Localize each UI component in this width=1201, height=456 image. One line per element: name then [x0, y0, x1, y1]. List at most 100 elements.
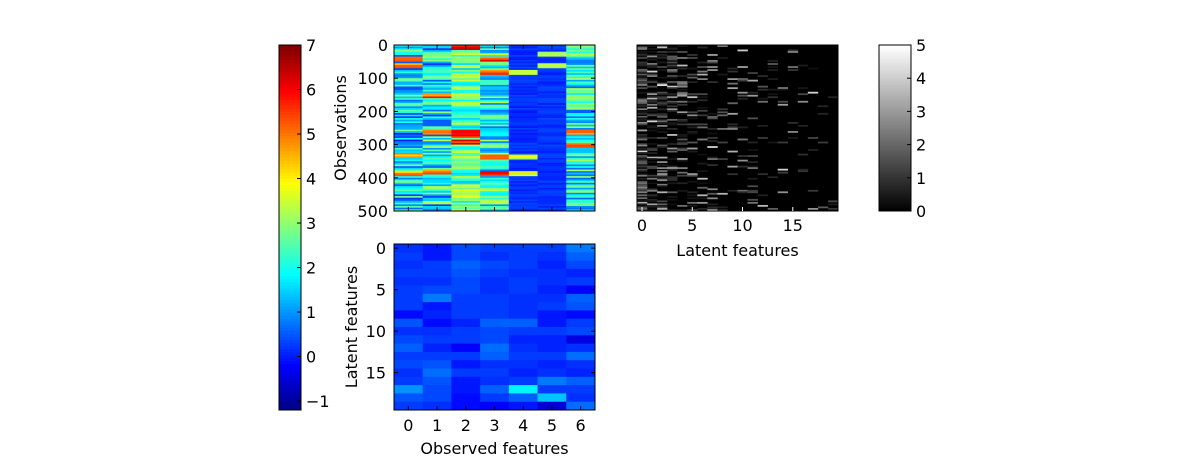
loadings-cell [394, 335, 424, 344]
latent-cell [667, 118, 678, 121]
latent-cell [657, 121, 668, 124]
latent-cell [707, 207, 718, 210]
observations-cell [480, 137, 510, 141]
loadings-cell [537, 351, 567, 361]
colorbar-segment [279, 99, 301, 104]
latent-cell [727, 123, 738, 126]
observations-cell [422, 134, 452, 137]
observations-cell [566, 76, 596, 79]
latent-cell [637, 105, 648, 108]
observations-cell [508, 56, 538, 59]
loadings-cell [422, 260, 452, 270]
latent-cell [707, 132, 718, 135]
loadings-cell [537, 385, 567, 394]
observations-cell [480, 69, 510, 72]
observations-cell [451, 119, 481, 122]
observations-y-axis-label: Observations [331, 75, 350, 181]
latent-cell [797, 100, 809, 103]
observations-cell [480, 134, 510, 137]
latent-cell [747, 79, 758, 82]
latent-cell [707, 164, 718, 167]
observations-cell [451, 201, 481, 204]
observations-cell [537, 134, 567, 137]
latent-cell [717, 209, 728, 212]
observations-cell [537, 91, 567, 94]
loadings-cell [422, 268, 452, 278]
colorbar-segment [879, 92, 911, 94]
observations-cell [566, 106, 596, 109]
latent-cell [687, 114, 698, 117]
observations-cell [537, 49, 567, 53]
latent-cell [647, 149, 658, 151]
observations-cell [451, 96, 481, 99]
observations-cell [537, 116, 567, 119]
loadings-cell [566, 293, 596, 303]
y-tick-label: 10 [366, 322, 386, 341]
observations-cell [537, 64, 567, 67]
colorbar-segment [279, 321, 301, 326]
latent-cell [637, 61, 648, 64]
observations-cell [480, 156, 510, 159]
latent-cell [667, 209, 678, 212]
observations-cell [451, 162, 481, 165]
colorbar-segment [279, 118, 301, 122]
colorbar-segment [279, 72, 301, 76]
latent-cell [737, 126, 748, 129]
loadings-cell [566, 360, 596, 369]
latent-cell [647, 143, 658, 145]
loadings-cell [566, 318, 596, 328]
loadings-cell [566, 327, 596, 336]
loadings-cell [451, 335, 481, 344]
observations-cell [537, 179, 567, 182]
latent-cell [637, 64, 648, 67]
latent-cell [637, 99, 648, 102]
observations-cell [394, 121, 424, 124]
observations-cell [508, 139, 538, 142]
latent-cell [647, 73, 658, 76]
observations-cell [537, 172, 567, 175]
x-tick-label: 1 [432, 416, 442, 435]
observations-cell [394, 147, 424, 150]
observations-cell [566, 201, 596, 204]
observations-cell [422, 81, 452, 84]
latent-cell [717, 73, 728, 76]
latent-cell [657, 203, 668, 206]
observations-cell [394, 88, 424, 91]
colorbar-segment [879, 197, 911, 200]
latent-cell [667, 109, 678, 112]
latent-cell [637, 103, 648, 106]
observations-cell [537, 166, 567, 169]
colorbar-segment [279, 157, 301, 162]
observations-cell [537, 101, 567, 104]
latent-cell [697, 66, 708, 68]
latent-cell [647, 45, 658, 47]
observations-cell [508, 136, 538, 139]
observations-cell [508, 129, 538, 132]
latent-cell [637, 54, 648, 56]
observations-cell [566, 132, 596, 136]
latent-cell [687, 174, 698, 177]
latent-cell [687, 147, 698, 150]
observations-cell [451, 159, 481, 162]
observations-cell [480, 61, 510, 64]
observations-cell [566, 83, 596, 86]
colorbar-segment [879, 78, 911, 81]
observations-cell [537, 164, 567, 167]
latent-cell [637, 198, 648, 201]
observations-cell [508, 154, 538, 157]
latent-cell [647, 75, 658, 77]
y-tick-label: 500 [357, 202, 388, 221]
colorbar-segment [279, 84, 301, 89]
observations-cell [566, 101, 596, 104]
observations-cell [537, 69, 567, 72]
observations-cell [566, 91, 596, 94]
latent-cell [657, 179, 668, 182]
latent-cell [747, 91, 758, 94]
latent-cell [677, 135, 688, 138]
latent-cell [677, 88, 688, 91]
observations-cell [566, 151, 596, 154]
latent-cell [767, 88, 778, 91]
latent-cell [647, 63, 658, 65]
observations-cell [451, 151, 481, 154]
